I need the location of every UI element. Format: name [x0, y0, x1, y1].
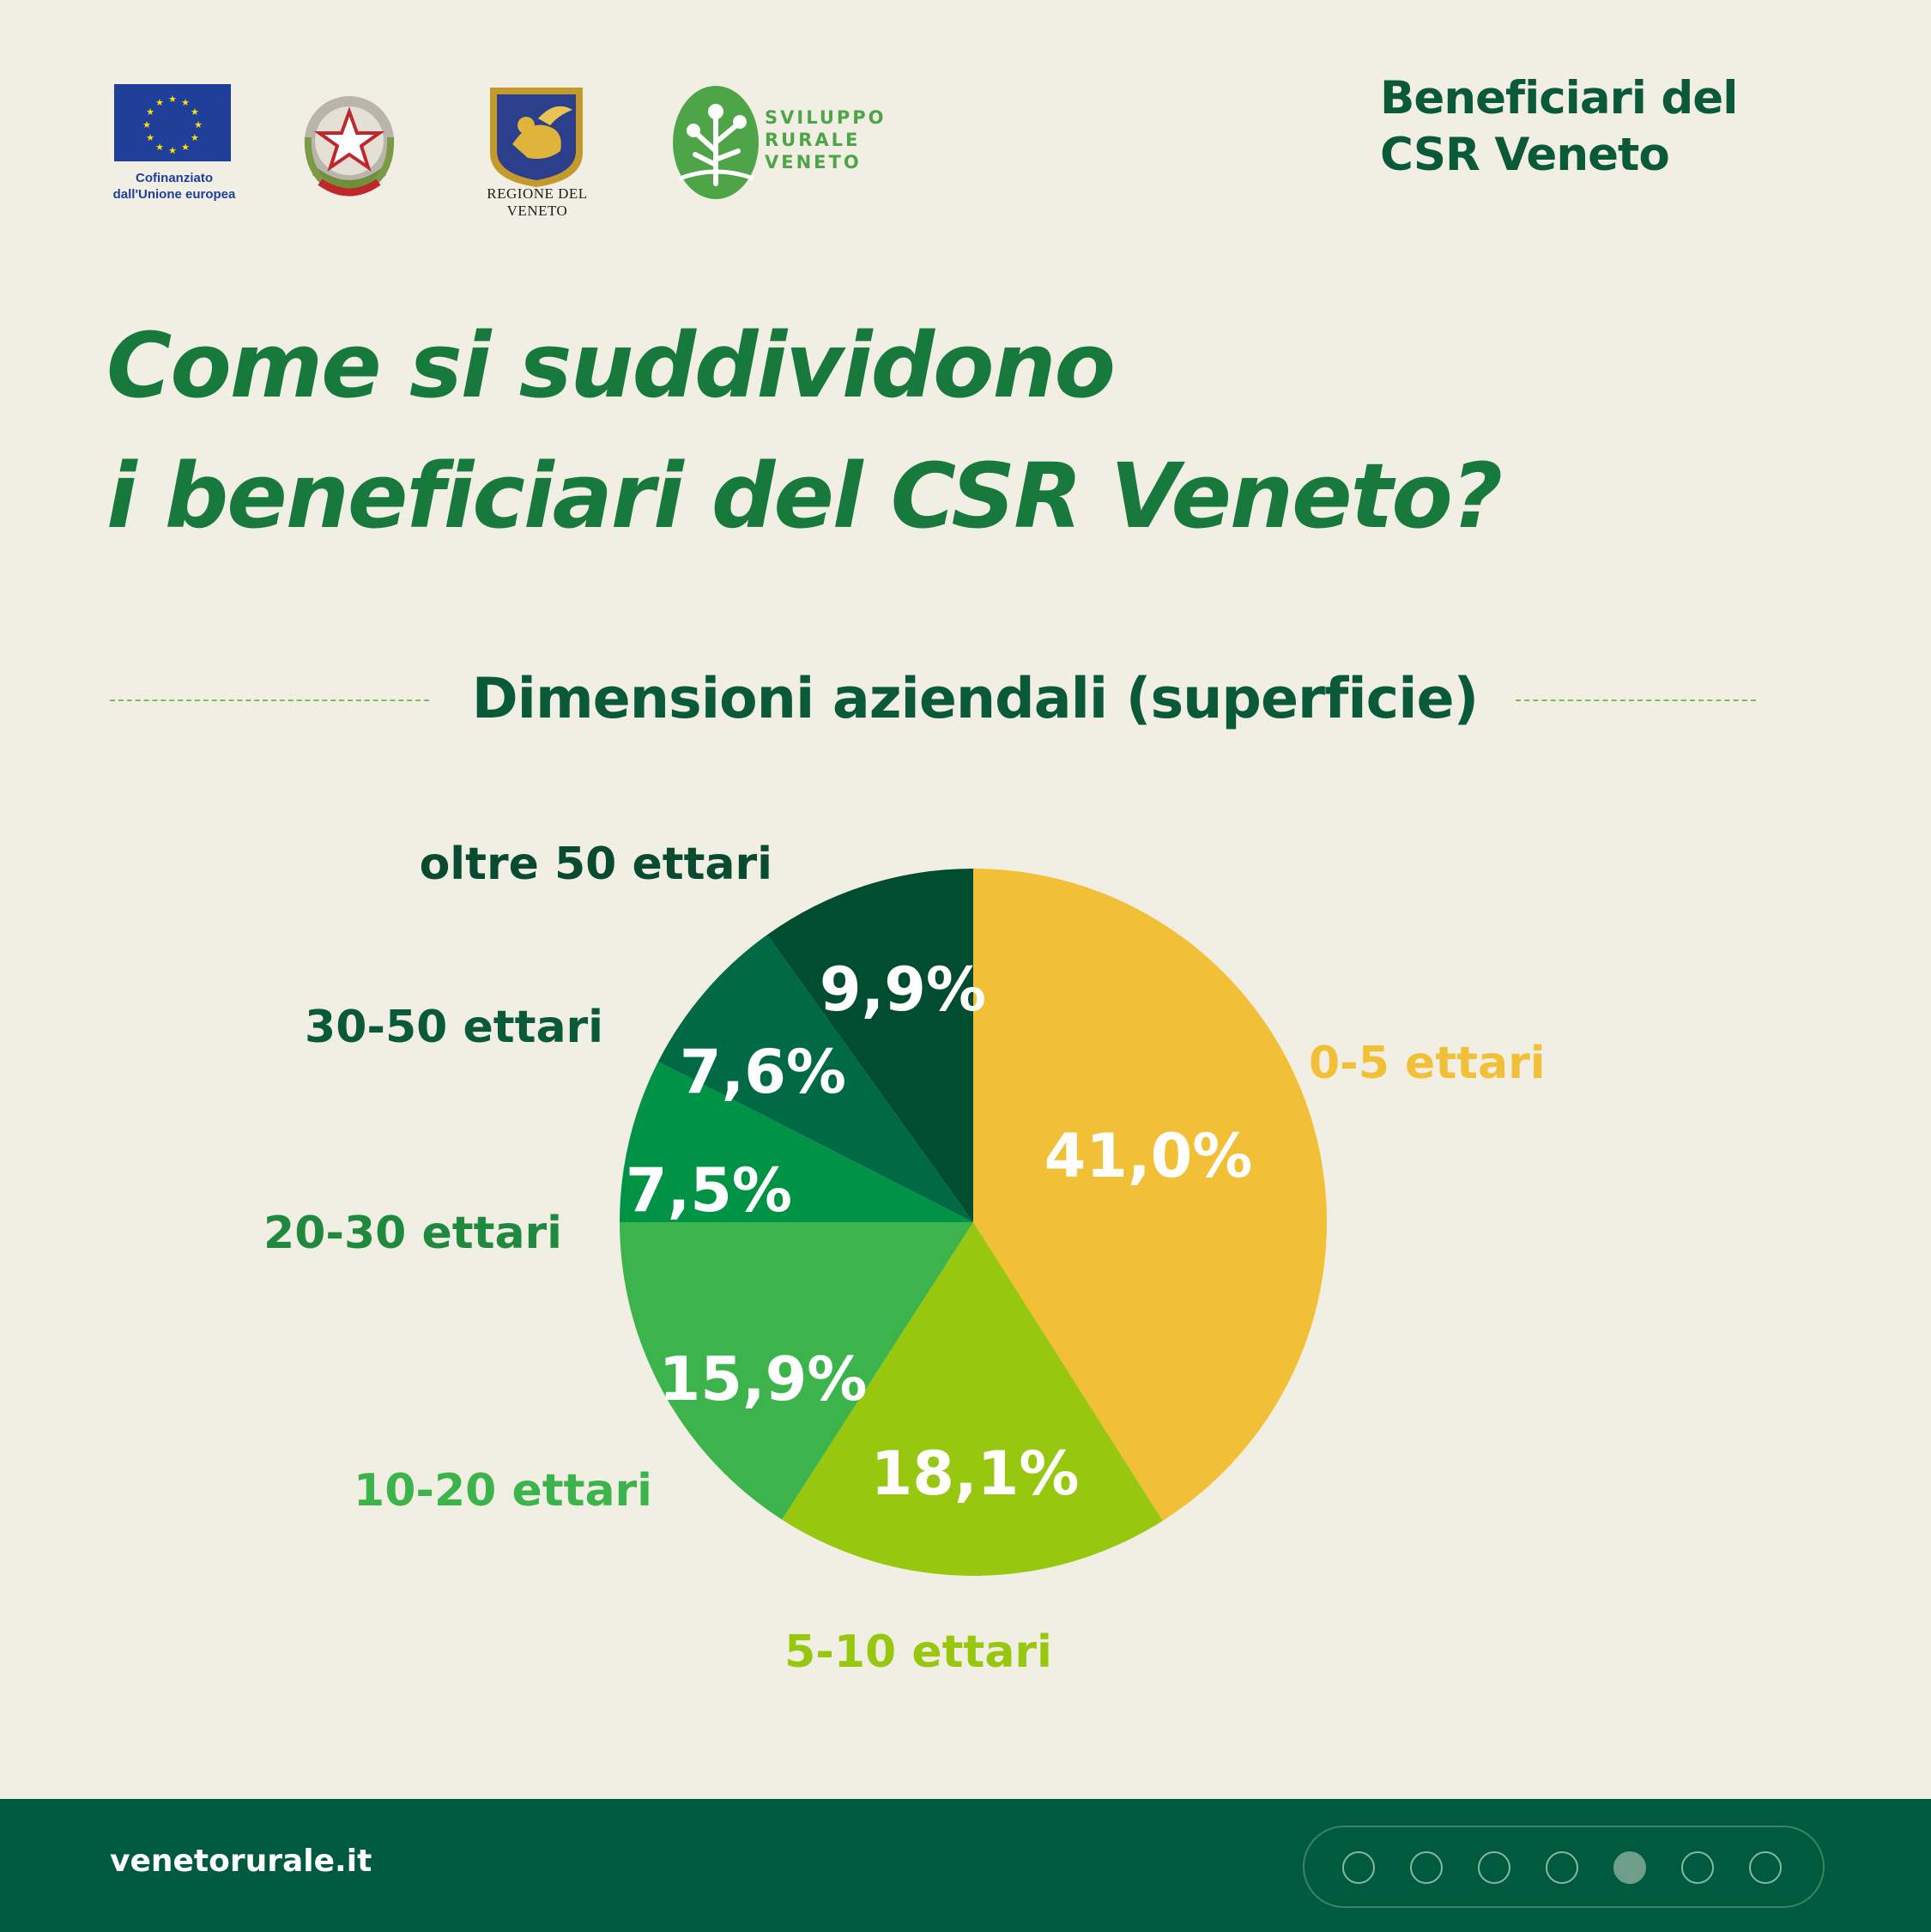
- pie-slice: [620, 1222, 973, 1520]
- dashed-divider-right: [1516, 700, 1756, 701]
- eu-star: ★: [191, 106, 199, 118]
- slice-value-label: 15,9%: [659, 1344, 868, 1414]
- page-title: Come si suddividono i beneficiari del CS…: [106, 313, 1503, 548]
- pager-dot[interactable]: [1478, 1851, 1510, 1884]
- slice-value-label: 7,5%: [626, 1155, 792, 1226]
- pie-slice: [657, 935, 973, 1222]
- eu-star: ★: [142, 119, 151, 130]
- eu-star: ★: [168, 145, 177, 156]
- eu-star: ★: [194, 119, 203, 130]
- eu-cofinancing-caption: Cofinanziato dall'Unione europea: [112, 171, 236, 202]
- pager-dot[interactable]: [1613, 1851, 1646, 1884]
- eu-star: ★: [146, 132, 154, 143]
- slice-category-label: oltre 50 ettari: [420, 839, 772, 890]
- slice-category-label: 0-5 ettari: [1309, 1038, 1546, 1089]
- pager-dot[interactable]: [1342, 1851, 1375, 1884]
- regione-veneto-caption: REGIONE DEL VENETO: [487, 185, 588, 219]
- slice-value-label: 7,6%: [680, 1037, 846, 1107]
- eu-star: ★: [168, 94, 177, 105]
- slice-category-label: 30-50 ettari: [305, 1002, 603, 1053]
- chart-title-row: Dimensioni aziendali (superficie): [110, 661, 1809, 738]
- eu-star: ★: [155, 97, 164, 108]
- header-title: Beneficiari del CSR Veneto: [1380, 72, 1738, 181]
- pie-slice: [766, 869, 973, 1222]
- pager-dot[interactable]: [1410, 1851, 1443, 1884]
- sviluppo-rurale-veneto-name: SVILUPPO RURALE VENETO: [765, 107, 887, 173]
- eu-star: ★: [146, 106, 154, 118]
- eu-star: ★: [155, 142, 164, 153]
- slice-category-label: 10-20 ettari: [354, 1465, 652, 1517]
- eu-star: ★: [181, 97, 190, 108]
- pie-slice: [973, 869, 1327, 1521]
- pager-dot[interactable]: [1546, 1851, 1578, 1884]
- sviluppo-rurale-veneto-logo: [669, 82, 891, 203]
- pie-slice: [620, 1061, 973, 1222]
- pie-slice: [782, 1222, 1163, 1576]
- carousel-pager: [1303, 1826, 1825, 1908]
- eu-star: ★: [191, 132, 199, 143]
- pager-dot[interactable]: [1681, 1851, 1714, 1884]
- footer-bar: [0, 1799, 1931, 1932]
- chart-title: Dimensioni aziendali (superficie): [471, 667, 1480, 731]
- dashed-divider-left: [110, 700, 429, 701]
- eu-flag-logo: ★ ★ ★ ★ ★ ★ ★ ★ ★ ★ ★ ★: [114, 84, 231, 161]
- pager-dot[interactable]: [1749, 1851, 1782, 1884]
- slice-category-label: 5-10 ettari: [784, 1626, 1052, 1678]
- slice-value-label: 18,1%: [871, 1438, 1080, 1509]
- slice-category-label: 20-30 ettari: [263, 1208, 562, 1259]
- regione-veneto-shield-logo: [487, 84, 586, 189]
- slice-value-label: 9,9%: [820, 954, 986, 1025]
- slice-value-label: 41,0%: [1044, 1121, 1253, 1191]
- italian-republic-emblem-logo: [296, 86, 403, 203]
- eu-star: ★: [181, 142, 190, 153]
- website-link[interactable]: venetorurale.it: [110, 1844, 372, 1879]
